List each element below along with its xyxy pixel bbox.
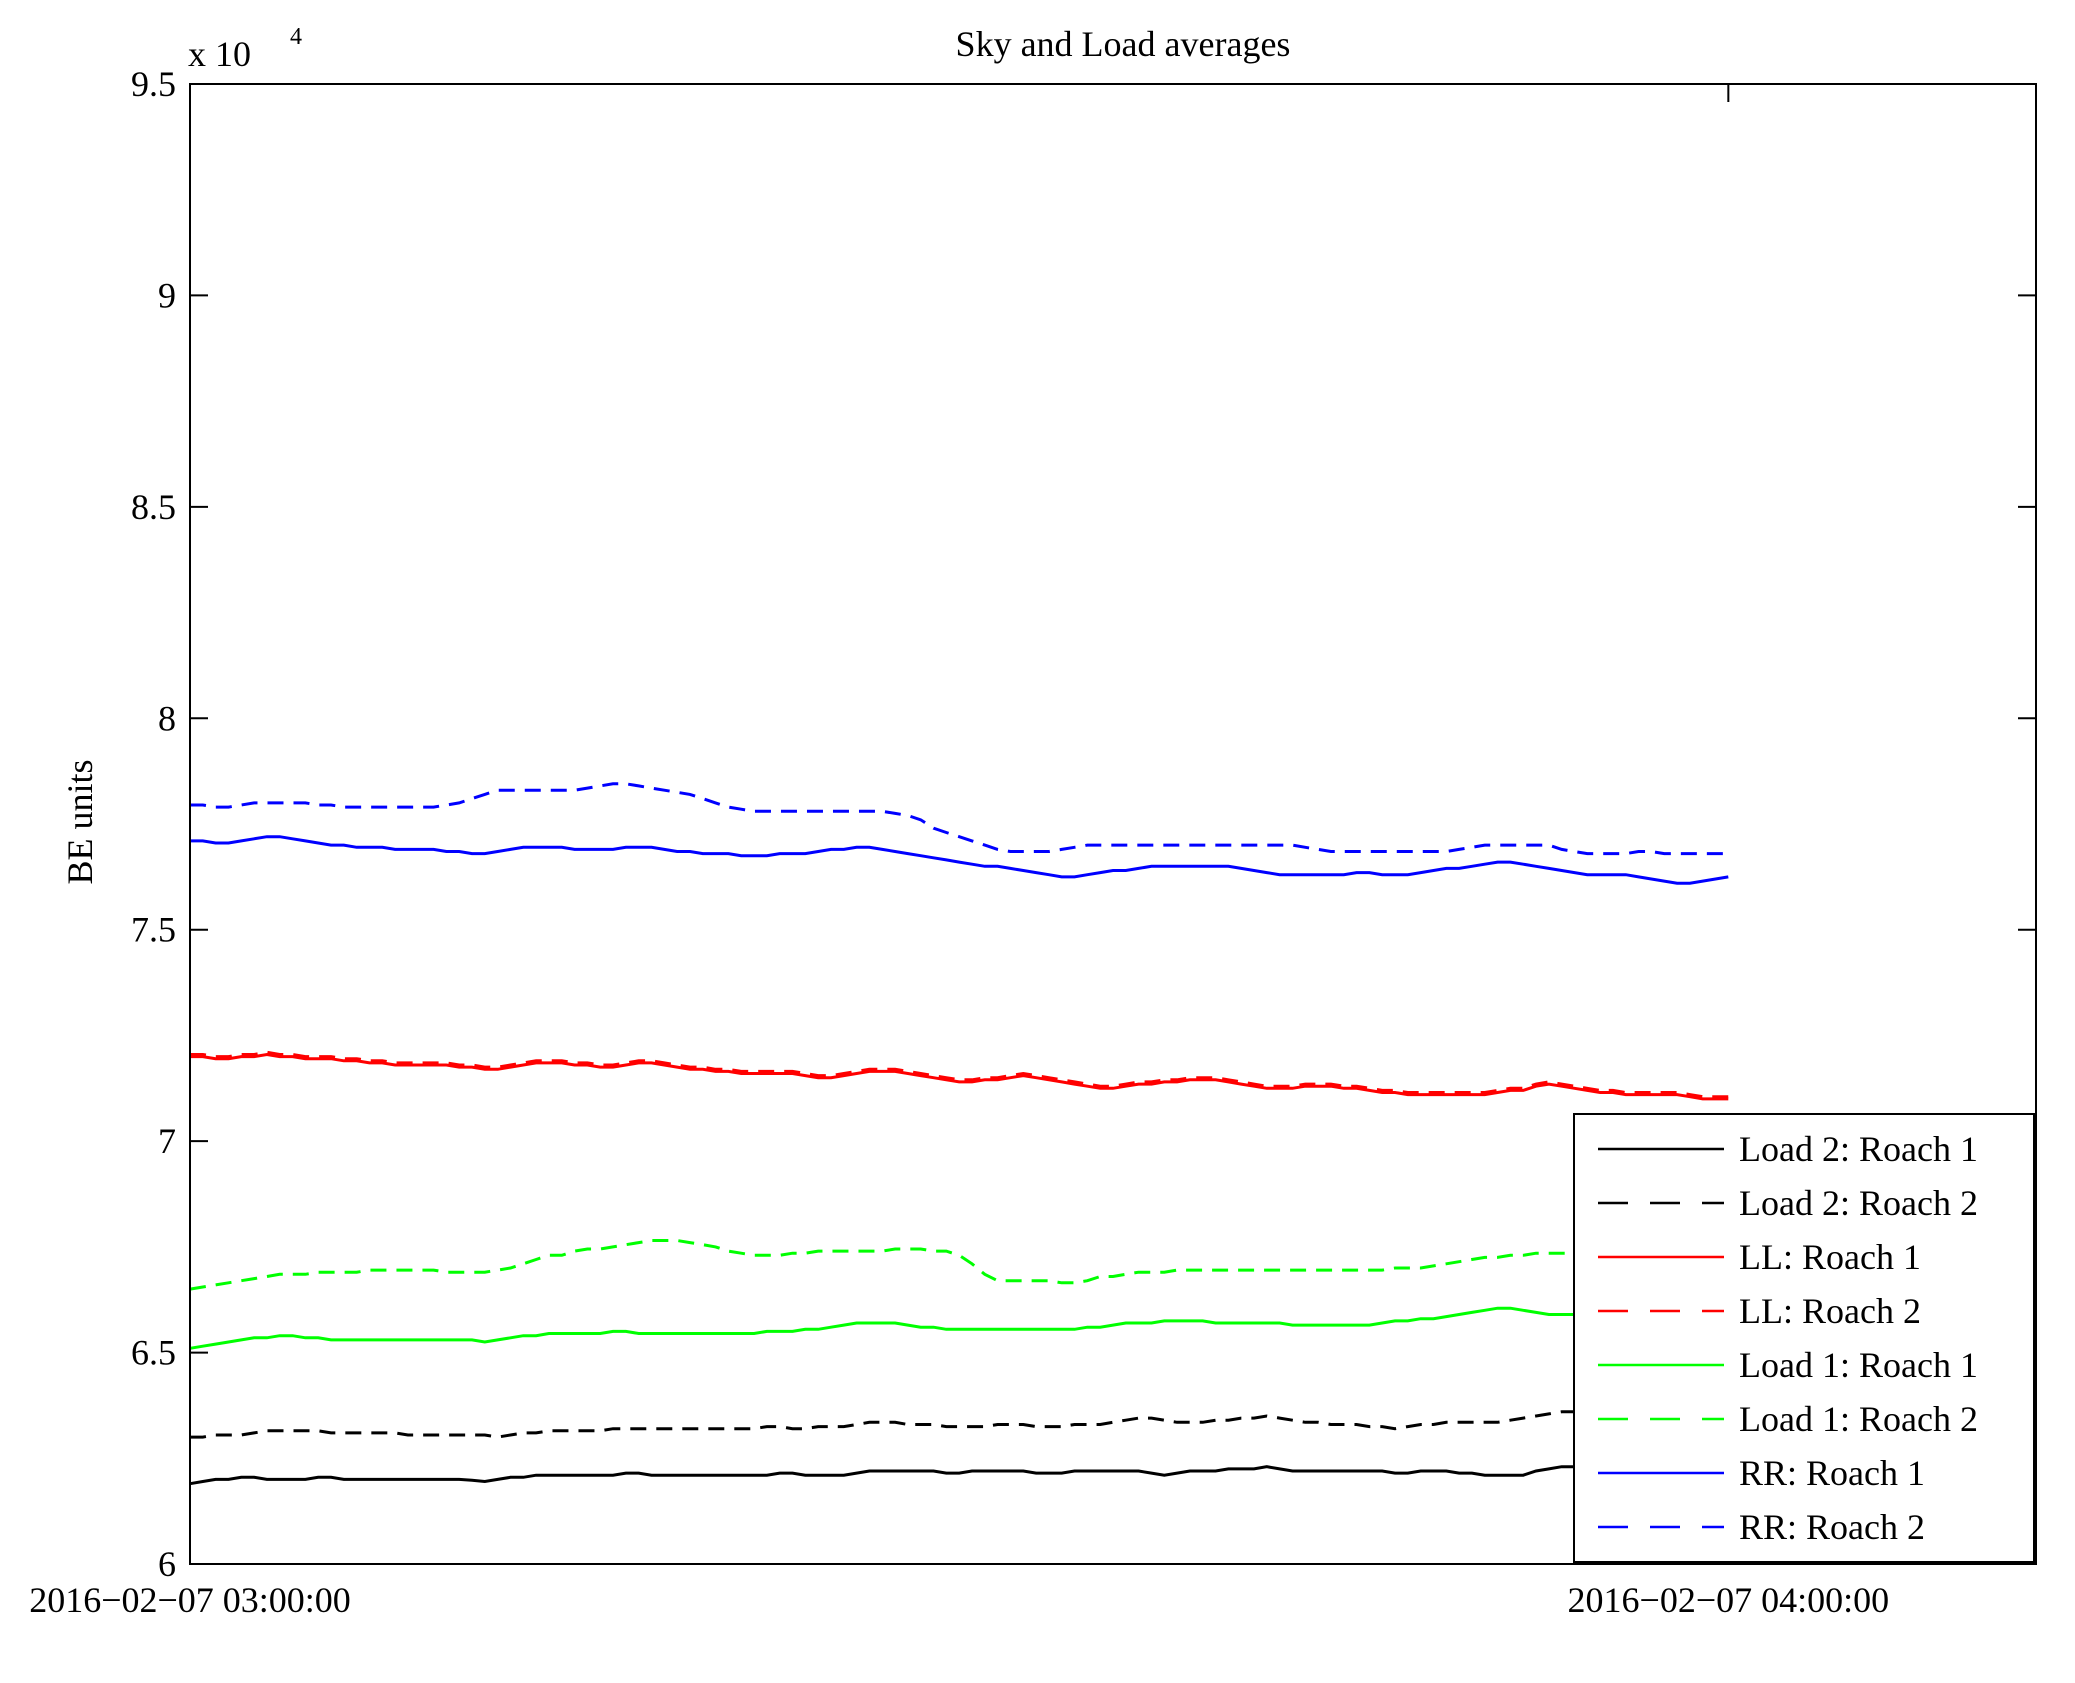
legend-label: Load 2: Roach 2: [1739, 1183, 1978, 1223]
legend-label: Load 1: Roach 2: [1739, 1399, 1978, 1439]
legend-label: RR: Roach 2: [1739, 1507, 1925, 1547]
y-axis-label: BE units: [60, 759, 100, 884]
series-layer: [189, 782, 1729, 1486]
series-line-5: [189, 1306, 1729, 1350]
legend-label: Load 2: Roach 1: [1739, 1129, 1978, 1169]
series-line-4: [190, 1050, 1729, 1099]
series-line-6: [189, 1239, 1729, 1291]
legend-label: Load 1: Roach 1: [1739, 1345, 1978, 1385]
y-tick-label: 8.5: [131, 487, 176, 527]
x-tick-label: 2016−02−07 04:00:00: [1568, 1580, 1890, 1620]
x-tick-label: 2016−02−07 03:00:00: [29, 1580, 351, 1620]
series-line-2: [190, 1410, 1729, 1439]
legend-box: [1573, 1113, 2035, 1563]
series-line-3: [190, 1052, 1729, 1101]
y-tick-label: 8: [158, 698, 176, 738]
series-line-8: [190, 782, 1729, 856]
y-tick-label: 9.5: [131, 64, 176, 104]
legend-label: RR: Roach 1: [1739, 1453, 1925, 1493]
chart-title: Sky and Load averages: [956, 24, 1291, 64]
y-tick-label: 9: [158, 275, 176, 315]
legend-label: LL: Roach 2: [1739, 1291, 1921, 1331]
y-multiplier-base: x 10: [188, 34, 251, 74]
series-line-1: [189, 1463, 1729, 1486]
y-tick-label: 6.5: [131, 1333, 176, 1373]
plot-area-frame: [189, 83, 2037, 1565]
y-multiplier: x 10 4: [188, 24, 302, 74]
y-tick-label: 7.5: [131, 910, 176, 950]
y-tick-label: 6: [158, 1544, 176, 1584]
legend-label: LL: Roach 1: [1739, 1237, 1921, 1277]
legend: Load 2: Roach 1 Load 2: Roach 2 LL: Roach …: [1573, 1113, 2035, 1563]
tick-layer: 6 6.5 7 7.5 8 8.5 9 9.5 2016−02−07 03:00:00 2016−…: [29, 64, 2036, 1620]
series-line-7: [190, 835, 1729, 885]
y-tick-label: 7: [158, 1121, 176, 1161]
y-multiplier-exponent: 4: [290, 24, 302, 50]
